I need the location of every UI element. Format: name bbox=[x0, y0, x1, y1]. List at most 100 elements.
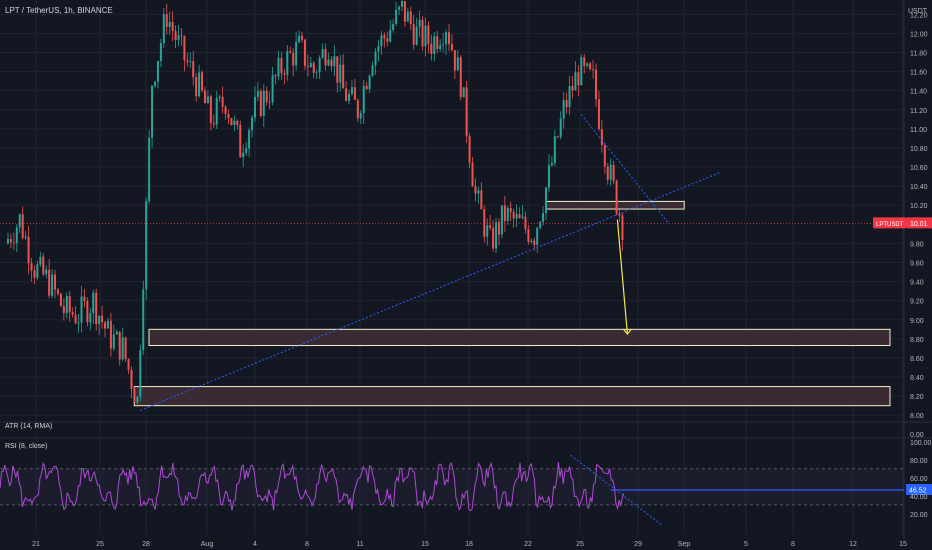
price-tick-label: 9.40 bbox=[910, 280, 924, 287]
candle-body bbox=[259, 91, 262, 116]
projection-arrow-head bbox=[622, 328, 632, 336]
price-tick-label: 8.00 bbox=[910, 413, 924, 420]
candle-body bbox=[403, 0, 406, 22]
rsi-tick-label: 100.00 bbox=[910, 440, 932, 447]
candle-body bbox=[468, 136, 471, 163]
candle-body bbox=[497, 222, 500, 235]
candle-body bbox=[418, 19, 421, 27]
price-tick-label: 10.20 bbox=[910, 203, 928, 210]
x-tick-label: Sep bbox=[678, 541, 691, 548]
candle-body bbox=[506, 207, 509, 221]
candle-body bbox=[386, 38, 389, 42]
candle-body bbox=[59, 293, 62, 307]
candle-body bbox=[556, 136, 559, 138]
candle-body bbox=[248, 130, 251, 149]
candle-body bbox=[512, 211, 515, 219]
candle-body bbox=[368, 75, 371, 90]
x-tick-label: 4 bbox=[253, 541, 257, 548]
candle-body bbox=[206, 96, 209, 104]
candle-body bbox=[268, 101, 271, 103]
candle-body bbox=[577, 72, 580, 86]
candle-body bbox=[280, 58, 283, 74]
candle-body bbox=[18, 214, 21, 228]
candle-body bbox=[215, 98, 218, 125]
x-tick-label: Aug bbox=[201, 541, 214, 548]
candle-body bbox=[421, 19, 424, 47]
rsi-tick-label: 20.00 bbox=[910, 512, 928, 519]
candle-body bbox=[392, 23, 395, 30]
candle-body bbox=[562, 100, 565, 119]
candle-body bbox=[95, 292, 98, 324]
candle-body bbox=[27, 236, 30, 264]
candle-body bbox=[233, 120, 236, 125]
candle-body bbox=[148, 137, 151, 202]
x-tick-label: 11 bbox=[356, 541, 363, 548]
rsi-tick-label: 40.00 bbox=[910, 494, 928, 501]
candle-body bbox=[39, 256, 42, 265]
candle-body bbox=[500, 205, 503, 235]
candle-body bbox=[542, 213, 545, 222]
candle-body bbox=[151, 85, 154, 138]
candle-body bbox=[609, 164, 612, 180]
x-tick-label: 15 bbox=[899, 541, 907, 548]
candle-body bbox=[489, 225, 492, 228]
axes: 12.20 12.00 11.80 11.60 11.40 11.20 11.00 10.80… bbox=[32, 12, 931, 548]
candle-body bbox=[183, 36, 186, 61]
x-tick-label: 18 bbox=[465, 541, 473, 548]
candle-body bbox=[62, 306, 65, 314]
candle-body bbox=[77, 322, 80, 324]
candle-body bbox=[315, 72, 318, 74]
candle-body bbox=[571, 86, 574, 91]
candle-body bbox=[303, 39, 306, 66]
candle-body bbox=[101, 316, 104, 323]
candle-body bbox=[189, 61, 192, 63]
candle-body bbox=[124, 337, 127, 360]
candle-body bbox=[130, 369, 133, 389]
price-tick-label: 10.80 bbox=[910, 146, 928, 153]
candle-body bbox=[439, 45, 442, 49]
candle-body bbox=[565, 100, 568, 107]
candle-body bbox=[486, 225, 489, 237]
candle-body bbox=[462, 87, 465, 98]
price-tick-label: 8.80 bbox=[910, 337, 924, 344]
candle-body bbox=[377, 46, 380, 52]
rsi-value-badge bbox=[906, 484, 932, 496]
candle-body bbox=[221, 96, 224, 107]
candle-body bbox=[33, 270, 36, 278]
candle-body bbox=[442, 44, 445, 46]
rsi-tick-label: 60.00 bbox=[910, 476, 928, 483]
candle-body bbox=[600, 129, 603, 145]
candle-body bbox=[395, 9, 398, 24]
rsi-tick-label: 80.00 bbox=[910, 458, 928, 465]
price-tick-label: 8.60 bbox=[910, 356, 924, 363]
candle-body bbox=[606, 166, 609, 180]
candle-body bbox=[177, 35, 180, 41]
candle-body bbox=[145, 201, 148, 290]
candle-body bbox=[568, 86, 571, 107]
candle-body bbox=[48, 269, 51, 296]
currency-label: USDT bbox=[908, 8, 928, 15]
candle-body bbox=[380, 35, 383, 47]
candle-body bbox=[51, 274, 54, 296]
candle-body bbox=[559, 118, 562, 138]
candle-body bbox=[265, 90, 268, 102]
candle-body bbox=[359, 113, 362, 119]
candle-body bbox=[218, 96, 221, 99]
candle-body bbox=[98, 316, 101, 324]
atr-label: ATR (14, RMA) bbox=[5, 423, 52, 430]
candle-body bbox=[54, 274, 57, 290]
candle-body bbox=[521, 216, 524, 219]
rsi-label: RSI (8, close) bbox=[5, 443, 47, 450]
candle-body bbox=[427, 25, 430, 44]
support-zone bbox=[545, 200, 685, 210]
last-price-value: 10.01 bbox=[910, 221, 928, 228]
candle-body bbox=[198, 72, 201, 97]
candle-body bbox=[445, 32, 448, 45]
candle-body bbox=[365, 85, 368, 90]
candle-body bbox=[121, 337, 124, 360]
x-tick-label: 21 bbox=[32, 541, 40, 548]
candle-body bbox=[333, 56, 336, 67]
candle-body bbox=[495, 222, 498, 249]
